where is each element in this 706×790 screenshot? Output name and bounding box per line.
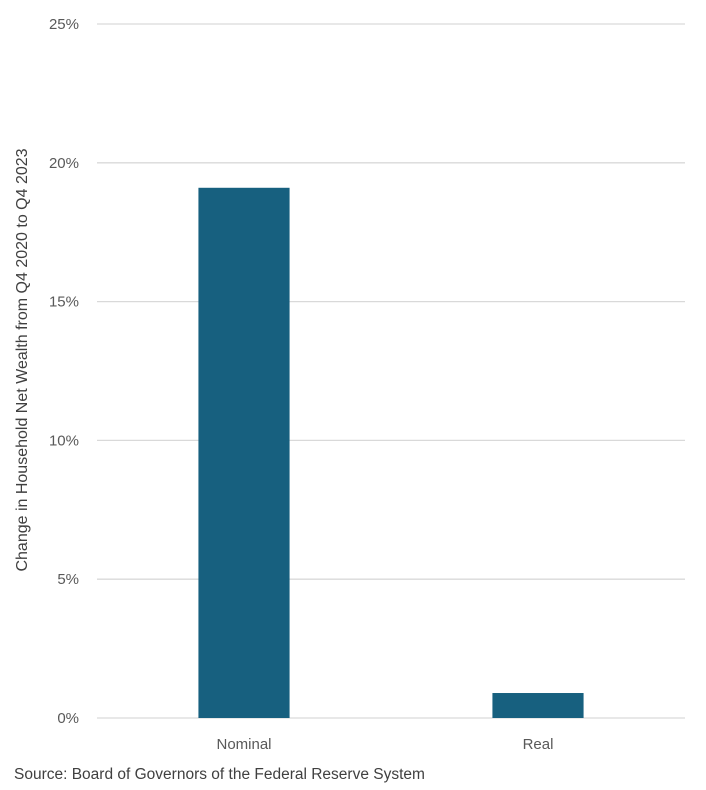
gridlines bbox=[97, 23, 685, 719]
y-tick-label: 15% bbox=[49, 294, 79, 311]
y-tick-label: 10% bbox=[49, 432, 79, 449]
source-note: Source: Board of Governors of the Federa… bbox=[14, 766, 425, 783]
y-axis-title: Change in Household Net Wealth from Q4 2… bbox=[14, 148, 31, 571]
y-tick-label: 25% bbox=[49, 16, 79, 33]
bars bbox=[198, 187, 584, 718]
x-tick-label: Real bbox=[523, 736, 554, 753]
y-axis-tick-labels: 0% 5% 10% 15% 20% 25% bbox=[49, 16, 79, 727]
x-axis-tick-labels: Nominal Real bbox=[216, 736, 553, 753]
bar-nominal bbox=[198, 187, 290, 718]
y-tick-label: 0% bbox=[57, 710, 79, 727]
y-tick-label: 5% bbox=[57, 571, 79, 588]
y-tick-label: 20% bbox=[49, 155, 79, 172]
x-tick-label: Nominal bbox=[216, 736, 271, 753]
bar-real bbox=[492, 693, 584, 718]
